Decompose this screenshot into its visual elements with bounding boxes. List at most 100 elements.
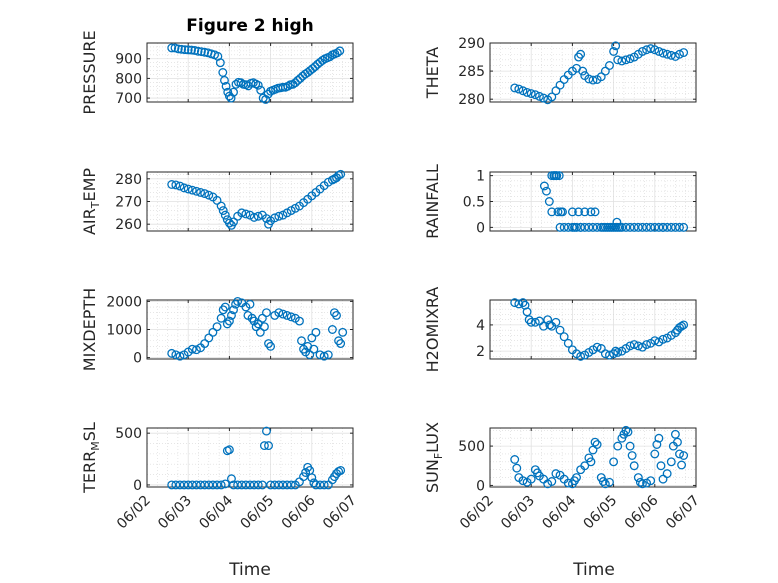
data-point [541,186,551,196]
data-point [605,477,614,487]
data-point [551,317,561,327]
data-point [650,336,660,346]
data-point [249,212,259,222]
data-point [245,299,255,309]
data-point [191,186,201,196]
subplot-5: 0 1000 2000 MIXDEPTH [80,288,354,371]
data-point [530,90,540,100]
y-axis-label-8: SUNFLUX [423,422,445,493]
data-point [257,313,267,323]
data-point [572,473,581,483]
data-point [539,181,549,191]
data-point [629,461,639,471]
data-point [179,183,189,193]
data-point [598,477,608,486]
data-point [167,43,177,53]
data-point [551,469,561,479]
data-point [220,210,230,220]
data-point [220,75,229,85]
data-point [327,325,337,334]
data-point [588,75,598,85]
data-point [576,222,586,232]
data-point [227,474,236,484]
data-point [510,83,520,93]
data-point [286,312,296,322]
data-point [274,211,284,221]
y-axis-label-6: H2OMIXRA [423,287,442,373]
data-point [216,480,226,490]
data-point [305,350,315,360]
data-point [253,211,263,221]
data-point [319,351,329,361]
data-point [656,461,666,471]
data-point [183,45,193,55]
data-point [229,305,238,315]
y-tick-label: 0 [133,478,142,494]
axes-box [146,171,354,232]
axes-box [489,299,697,360]
subplot-4: 0 0.5 1 RAINFALL [423,164,697,239]
y-tick-label: 270 [115,195,142,211]
data-point [338,327,348,337]
subplot-grid: 700 800 900 PRESSURE 280 285 290 THETA 260 270 280… [80,30,703,532]
data-point [335,46,345,56]
data-point [590,207,600,217]
subplot-1: 700 800 900 PRESSURE [80,30,354,115]
data-point [332,311,341,320]
data-point [237,208,247,218]
data-point [518,476,528,486]
data-point [679,48,689,58]
data-point [274,308,284,318]
data-point [563,338,573,348]
data-point [309,344,319,354]
plot-area [147,43,353,102]
y-tick-label: 0 [476,220,485,236]
data-point [526,89,536,99]
data-point [646,44,656,54]
data-point [196,47,206,57]
data-point [677,321,687,331]
y-tick-label: 900 [115,52,142,68]
y-tick-label: 0 [476,478,485,494]
data-point [226,93,236,103]
data-point [253,480,263,490]
y-tick-label: 700 [115,91,142,107]
data-point [605,61,614,70]
data-point [311,327,321,337]
y-tick-label: 800 [115,71,142,87]
data-point [551,171,561,181]
data-point [297,336,306,346]
data-point [308,64,318,74]
data-point [621,425,631,435]
data-point [196,187,206,197]
data-point [319,480,329,490]
axes-box [146,42,354,103]
y-tick-label: 2000 [106,294,142,310]
data-point [241,209,251,219]
data-point [224,445,234,455]
data-point [193,46,203,56]
y-axis-label-7: TERRMSL [80,422,102,494]
data-point [224,218,234,228]
data-point [177,44,187,54]
data-point [309,478,319,488]
data-point [673,437,682,447]
data-point [600,479,610,489]
data-point [570,222,579,232]
data-point [261,94,271,104]
data-point [307,333,317,343]
data-point [336,169,346,179]
data-point [200,339,210,348]
data-point [586,457,596,467]
data-point [592,342,602,352]
data-point [675,49,684,59]
data-point [633,473,643,483]
data-point [654,433,664,443]
data-point [559,332,569,342]
data-point [270,213,280,223]
data-point [677,460,687,470]
data-point [592,440,602,449]
data-point [332,48,342,58]
data-point [282,311,292,320]
data-point [675,222,684,232]
